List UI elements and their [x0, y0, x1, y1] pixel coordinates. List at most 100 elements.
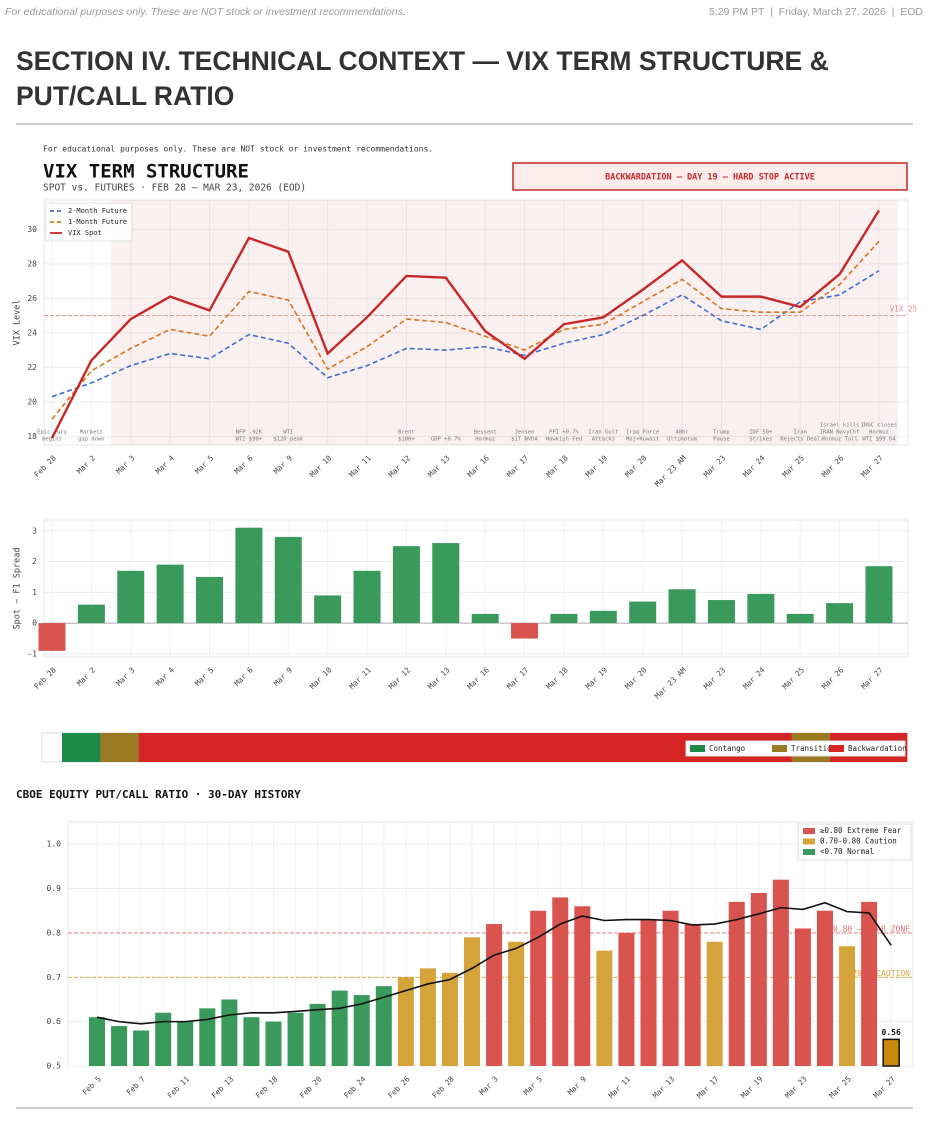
- x-tick-label: Mar 23: [702, 665, 728, 691]
- event-annotation: NFP -92K: [236, 430, 263, 436]
- bar: [314, 595, 342, 624]
- x-tick-label: Mar 12: [387, 665, 413, 691]
- banner-box: [512, 162, 908, 191]
- bar: [530, 910, 547, 1066]
- bar: [177, 1021, 194, 1066]
- regime-segment: [446, 733, 485, 762]
- y-tick-label: 3: [32, 526, 37, 535]
- bar: [618, 932, 635, 1066]
- bar: [861, 901, 878, 1066]
- legend-label: ≥0.80 Extreme Fear: [820, 826, 902, 835]
- regime-segment: [138, 733, 178, 762]
- event-annotation: Maj+Kuwait: [626, 437, 659, 443]
- bar: [464, 937, 481, 1066]
- x-tick-label: Mar 23 AM: [653, 453, 688, 488]
- series-line: [51, 270, 880, 398]
- x-tick-label: Mar 19: [739, 1074, 765, 1100]
- event-annotation: Hawkish Fed: [546, 437, 582, 443]
- bar: [331, 990, 348, 1066]
- bar: [287, 1012, 304, 1066]
- event-annotation: WTI: [283, 430, 293, 436]
- event-annotation: Iran: [794, 430, 807, 436]
- bar: [117, 570, 145, 624]
- bar: [243, 1017, 260, 1066]
- x-tick-label: Mar 27: [871, 1074, 897, 1100]
- event-annotation: Hormuz Toll: [821, 437, 857, 443]
- event-annotation: Iran Gulf: [588, 430, 618, 436]
- bar: [640, 919, 657, 1066]
- x-tick-label: Mar 26: [820, 453, 846, 479]
- legend-label: <0.70 Normal: [820, 847, 874, 856]
- event-annotation: IDF 50+: [749, 430, 773, 436]
- regime-segment: [407, 733, 447, 762]
- bar: [133, 1030, 150, 1066]
- x-tick-label: Mar 5: [522, 1074, 544, 1096]
- bar: [508, 941, 525, 1066]
- bar: [882, 1038, 900, 1067]
- x-tick-label: Mar 3: [114, 665, 136, 687]
- y-tick-label: 1.0: [47, 840, 62, 849]
- x-tick-label: Mar 18: [544, 665, 570, 691]
- event-annotation: GDP +0.7%: [431, 437, 461, 443]
- legend-swatch: [803, 838, 815, 845]
- x-tick-label: Mar 23 AM: [653, 665, 688, 700]
- event-annotation: Hormuz: [475, 437, 495, 443]
- event-annotation: IRAN NavyChf: [820, 430, 860, 436]
- x-tick-label: Mar 26: [820, 665, 846, 691]
- x-tick-label: Mar 5: [193, 665, 215, 687]
- bar: [684, 924, 701, 1066]
- y-tick-label: 0.9: [47, 884, 62, 893]
- y-axis-label: Spot − F1 Spread: [13, 548, 23, 630]
- x-tick-label: Feb 13: [210, 1074, 236, 1100]
- bar: [221, 999, 238, 1066]
- x-tick-label: Mar 19: [584, 665, 610, 691]
- x-tick-label: Feb 28: [430, 1074, 456, 1100]
- bar: [392, 546, 420, 624]
- event-annotation: Israel kills: [820, 423, 860, 429]
- bar: [309, 1003, 326, 1066]
- x-tick-label: Mar 24: [741, 453, 767, 479]
- legend-label: VIX Spot: [68, 229, 102, 237]
- bar: [353, 570, 381, 624]
- x-tick-label: Mar 17: [505, 453, 531, 479]
- regime-segment: [369, 733, 409, 762]
- regime-segment: [484, 733, 524, 762]
- regime-segment: [177, 733, 217, 762]
- bar: [486, 924, 503, 1066]
- x-tick-label: Mar 17: [695, 1074, 721, 1100]
- legend-box: [797, 823, 912, 861]
- x-tick-label: Mar 6: [232, 453, 255, 476]
- x-tick-label: Feb 28: [32, 665, 58, 691]
- regime-segment: [215, 733, 255, 762]
- y-tick-label: 24: [27, 328, 37, 337]
- x-tick-label: Mar 12: [387, 453, 413, 479]
- bar: [155, 1012, 172, 1066]
- banner-text: BACKWARDATION — DAY 19 — HARD STOP ACTIV…: [605, 173, 815, 183]
- bar: [353, 995, 370, 1066]
- x-tick-label: Mar 27: [859, 453, 885, 479]
- legend-swatch: [690, 745, 705, 752]
- bar: [865, 566, 893, 624]
- x-tick-label: Mar 2: [75, 453, 97, 475]
- bar: [747, 593, 775, 624]
- reference-label: VIX 25: [890, 305, 917, 314]
- event-annotation: Brent: [398, 430, 415, 436]
- x-tick-label: Mar 25: [827, 1074, 853, 1100]
- bar: [38, 623, 66, 651]
- bar: [589, 610, 617, 624]
- event-annotation: Ultimatum: [667, 437, 697, 443]
- event-annotation: begins: [42, 437, 62, 443]
- legend-swatch: [803, 849, 815, 855]
- x-tick-label: Mar 9: [566, 1074, 588, 1096]
- regime-segment: [100, 733, 140, 762]
- x-tick-label: Mar 16: [465, 453, 491, 479]
- event-annotation: Bessent: [474, 430, 497, 436]
- bar: [511, 623, 539, 639]
- event-annotation: WTI $99.64: [862, 437, 896, 443]
- x-tick-label: Feb 5: [80, 1074, 102, 1096]
- x-tick-label: Mar 2: [75, 665, 97, 687]
- disclaimer: For educational purposes only. These are…: [43, 145, 433, 154]
- event-annotation: Jensen: [515, 430, 535, 436]
- bar: [772, 879, 789, 1066]
